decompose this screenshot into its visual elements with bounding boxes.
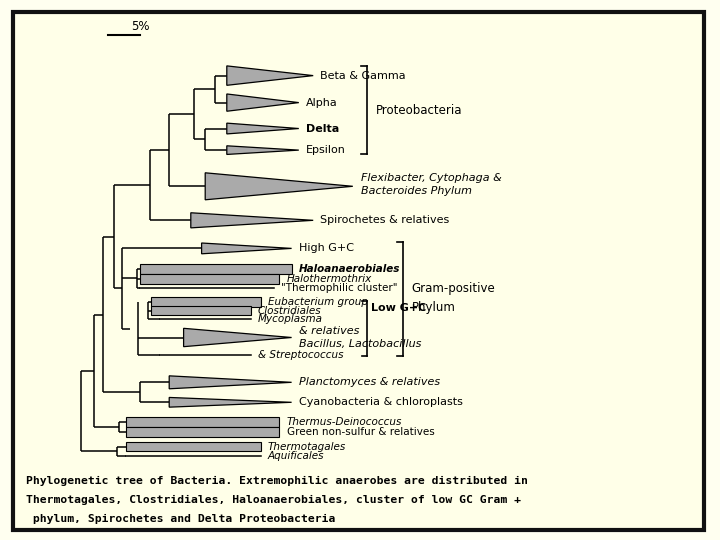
Polygon shape [184, 328, 292, 347]
Text: Beta & Gamma: Beta & Gamma [320, 71, 406, 80]
Text: Alpha: Alpha [306, 98, 338, 107]
Polygon shape [202, 243, 292, 254]
Bar [151, 306, 251, 315]
Text: & relatives
Bacillus, Lactobacillus: & relatives Bacillus, Lactobacillus [299, 326, 421, 349]
Polygon shape [205, 173, 353, 200]
Text: Green non-sulfur & relatives: Green non-sulfur & relatives [287, 427, 434, 437]
Polygon shape [227, 66, 313, 85]
Text: Low G+C: Low G+C [371, 303, 426, 313]
Text: Spirochetes & relatives: Spirochetes & relatives [320, 215, 450, 225]
Text: Aquificales: Aquificales [268, 451, 324, 461]
Bar [126, 417, 279, 427]
Text: High G+C: High G+C [299, 244, 354, 253]
Polygon shape [227, 94, 299, 111]
Text: Epsilon: Epsilon [306, 145, 346, 155]
Polygon shape [191, 213, 313, 228]
Polygon shape [169, 397, 292, 407]
Bar [126, 442, 261, 451]
Text: Haloanaerobiales: Haloanaerobiales [299, 264, 400, 274]
Text: & Streptococcus: & Streptococcus [258, 350, 343, 360]
Bar [151, 297, 261, 307]
Text: Thermus-Deinococcus: Thermus-Deinococcus [287, 417, 402, 427]
Text: Planctomyces & relatives: Planctomyces & relatives [299, 377, 440, 387]
Polygon shape [169, 376, 292, 389]
Polygon shape [227, 146, 299, 154]
Bar [126, 427, 279, 437]
Text: Thermotagales: Thermotagales [268, 442, 346, 451]
Text: Thermotagales, Clostridiales, Haloanaerobiales, cluster of low GC Gram +: Thermotagales, Clostridiales, Haloanaero… [26, 495, 521, 505]
Polygon shape [227, 123, 299, 134]
Text: Proteobacteria: Proteobacteria [376, 104, 462, 117]
Text: Delta: Delta [306, 124, 339, 133]
Text: "Thermophilic cluster": "Thermophilic cluster" [281, 283, 397, 293]
Text: Cyanobacteria & chloroplasts: Cyanobacteria & chloroplasts [299, 397, 463, 407]
Text: Gram-positive: Gram-positive [412, 282, 495, 295]
Text: Halothermothrix: Halothermothrix [287, 274, 372, 284]
Text: Flexibacter, Cytophaga &
Bacteroides Phylum: Flexibacter, Cytophaga & Bacteroides Phy… [361, 173, 501, 196]
Text: Clostridiales: Clostridiales [258, 306, 321, 315]
Text: phylum, Spirochetes and Delta Proteobacteria: phylum, Spirochetes and Delta Proteobact… [26, 515, 336, 524]
Text: 5%: 5% [132, 20, 150, 33]
Bar [140, 264, 292, 274]
Text: Mycoplasma: Mycoplasma [258, 314, 323, 323]
Text: Eubacterium group: Eubacterium group [268, 297, 368, 307]
Text: Phylogenetic tree of Bacteria. Extremophilic anaerobes are distributed in: Phylogenetic tree of Bacteria. Extremoph… [26, 476, 528, 485]
Bar [140, 274, 279, 284]
Text: Phylum: Phylum [412, 301, 456, 314]
FancyBboxPatch shape [13, 12, 704, 530]
